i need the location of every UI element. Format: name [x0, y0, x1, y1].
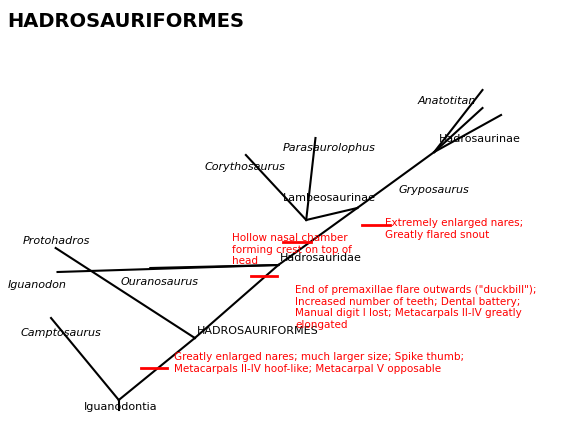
- Text: Corythosaurus: Corythosaurus: [204, 162, 285, 172]
- Text: Iguanodontia: Iguanodontia: [84, 402, 157, 412]
- Text: Camptosaurus: Camptosaurus: [20, 328, 101, 338]
- Text: Anatotitan: Anatotitan: [418, 96, 476, 106]
- Text: Greatly enlarged nares; much larger size; Spike thumb;
Metacarpals II-IV hoof-li: Greatly enlarged nares; much larger size…: [175, 352, 465, 374]
- Text: Hadrosaurinae: Hadrosaurinae: [439, 134, 521, 144]
- Text: HADROSAURIFORMES: HADROSAURIFORMES: [7, 12, 244, 31]
- Text: Protohadros: Protohadros: [23, 236, 90, 246]
- Text: Gryposaurus: Gryposaurus: [399, 185, 470, 195]
- Text: Hollow nasal chamber
forming crest on top of
head: Hollow nasal chamber forming crest on to…: [232, 233, 352, 266]
- Text: HADROSAURIFORMES: HADROSAURIFORMES: [197, 326, 319, 336]
- Text: Ouranosaurus: Ouranosaurus: [120, 277, 199, 287]
- Text: Hadrosauridae: Hadrosauridae: [280, 253, 362, 263]
- Text: Parasaurolophus: Parasaurolophus: [283, 143, 376, 153]
- Text: Lambeosaurinae: Lambeosaurinae: [283, 193, 376, 203]
- Text: End of premaxillae flare outwards ("duckbill");
Increased number of teeth; Denta: End of premaxillae flare outwards ("duck…: [295, 285, 537, 330]
- Text: Iguanodon: Iguanodon: [7, 280, 66, 290]
- Text: Extremely enlarged nares;
Greatly flared snout: Extremely enlarged nares; Greatly flared…: [385, 218, 524, 239]
